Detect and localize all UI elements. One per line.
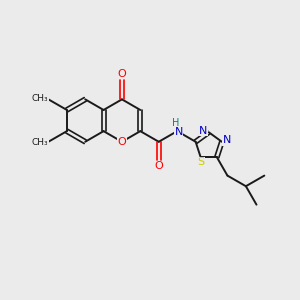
Text: O: O <box>154 161 163 171</box>
Text: CH₃: CH₃ <box>32 138 49 147</box>
Text: N: N <box>223 135 231 145</box>
Text: O: O <box>118 137 126 147</box>
Text: H: H <box>172 118 179 128</box>
Text: N: N <box>199 126 208 136</box>
Text: S: S <box>197 158 204 167</box>
Text: CH₃: CH₃ <box>32 94 49 103</box>
Text: O: O <box>118 69 126 79</box>
Text: N: N <box>175 127 183 137</box>
